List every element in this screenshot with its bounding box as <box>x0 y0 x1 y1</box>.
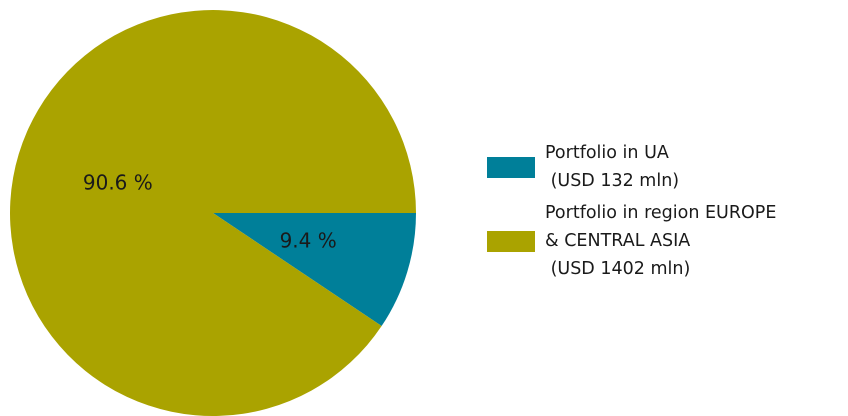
pie-slice <box>9 9 416 416</box>
legend-label: Portfolio in region EUROPE & CENTRAL ASIA… <box>545 203 776 279</box>
data-label: 90.6 % <box>83 171 153 195</box>
pie-slice <box>213 213 416 327</box>
data-label: 9.4 % <box>280 228 337 252</box>
legend-label: Portfolio in UA (USD 132 mln) <box>545 143 679 191</box>
legend-swatch <box>487 231 535 252</box>
legend-swatch <box>487 157 535 178</box>
